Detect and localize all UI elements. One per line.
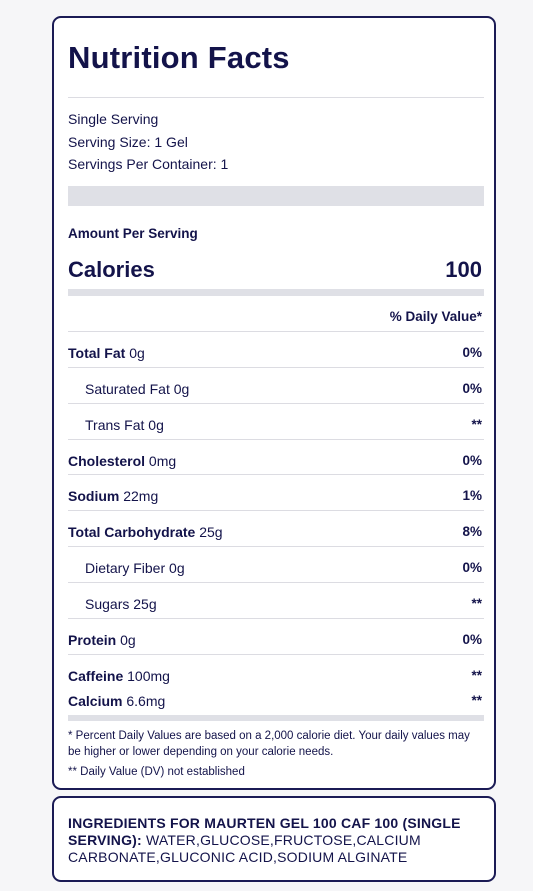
- serving-size: Serving Size: 1 Gel: [68, 134, 188, 150]
- nutrient-amount: 25g: [199, 524, 223, 540]
- daily-value-header: % Daily Value*: [389, 309, 482, 324]
- row-divider: [68, 510, 484, 511]
- row-divider: [68, 546, 484, 547]
- row-divider: [68, 654, 484, 655]
- row-divider: [68, 582, 484, 583]
- nutrient-row-protein: Protein 0g: [68, 632, 136, 648]
- nutrient-amount: 0mg: [148, 453, 177, 469]
- calories-label: Calories: [68, 257, 155, 282]
- nutrient-amount: 0g: [129, 345, 145, 361]
- nutrient-row-sodium: Sodium 22mg: [68, 488, 158, 504]
- amount-per-serving: Amount Per Serving: [68, 226, 198, 241]
- nutrition-facts-title: Nutrition Facts: [68, 40, 290, 75]
- thick-divider: [68, 186, 484, 206]
- nutrient-dv: 1%: [462, 488, 482, 503]
- nutrient-row-total-fat: Total Fat 0g: [68, 345, 145, 361]
- dv-not-established-footnote: ** Daily Value (DV) not established: [68, 766, 245, 778]
- nutrition-facts-panel: Nutrition Facts Single Serving Serving S…: [52, 16, 496, 790]
- nutrient-amount: 100mg: [127, 668, 170, 684]
- nutrient-name: Dietary Fiber: [85, 560, 166, 576]
- nutrient-dv: 0%: [462, 381, 482, 396]
- ingredients-list: WATER,GLUCOSE,FRUCTOSE,CALCIUM CARBONATE…: [68, 832, 421, 865]
- nutrient-name: Protein: [68, 632, 117, 648]
- nutrient-row-calcium: Calcium 6.6mg: [68, 693, 165, 709]
- row-divider: [68, 403, 484, 404]
- nutrient-dv: 0%: [462, 632, 482, 647]
- nutrient-dv: 0%: [462, 560, 482, 575]
- nutrient-dv: 0%: [462, 453, 482, 468]
- nutrient-name: Calcium: [68, 693, 123, 709]
- nutrient-row-total-carbohydrate: Total Carbohydrate 25g: [68, 524, 223, 540]
- nutrient-name: Saturated Fat: [85, 381, 170, 397]
- nutrient-name: Caffeine: [68, 668, 124, 684]
- nutrient-row-cholesterol: Cholesterol 0mg: [68, 453, 176, 469]
- nutrient-amount: 0g: [148, 417, 164, 433]
- nutrient-name: Total Fat: [68, 345, 126, 361]
- nutrient-name: Trans Fat: [85, 417, 145, 433]
- nutrient-amount: 25g: [133, 596, 157, 612]
- nutrient-amount: 0g: [120, 632, 136, 648]
- nutrient-dv: **: [471, 417, 482, 432]
- nutrient-name: Total Carbohydrate: [68, 524, 196, 540]
- nutrient-amount: 0g: [173, 381, 190, 397]
- ingredients-heading: INGREDIENTS FOR MAURTEN GEL 100 CAF 100 …: [68, 815, 461, 848]
- nutrient-amount: 6.6mg: [126, 693, 166, 709]
- nutrient-amount: 22mg: [123, 488, 159, 504]
- calories-divider: [68, 289, 484, 296]
- nutrient-amount: 0g: [169, 560, 185, 576]
- row-divider: [68, 618, 484, 619]
- nutrient-dv: **: [471, 668, 482, 683]
- nutrient-name: Sugars: [85, 596, 130, 612]
- dv-divider: [68, 331, 484, 332]
- nutrient-dv: 8%: [462, 524, 482, 539]
- nutrient-row-caffeine: Caffeine 100mg: [68, 668, 170, 684]
- percent-dv-footnote: * Percent Daily Values are based on a 2,…: [68, 730, 470, 758]
- servings-per-container: Servings Per Container: 1: [68, 156, 229, 172]
- calories-value: 100: [445, 257, 482, 282]
- nutrient-row-dietary-fiber: Dietary Fiber 0g: [85, 560, 185, 576]
- nutrient-row-saturated-fat: Saturated Fat 0g: [85, 381, 189, 397]
- ingredients-panel: INGREDIENTS FOR MAURTEN GEL 100 CAF 100 …: [52, 796, 496, 882]
- row-divider: [68, 367, 484, 368]
- nutrient-name: Cholesterol: [68, 453, 146, 469]
- nutrient-row-trans-fat: Trans Fat 0g: [85, 417, 164, 433]
- ingredients-text: INGREDIENTS FOR MAURTEN GEL 100 CAF 100 …: [68, 815, 484, 866]
- nutrient-dv: 0%: [462, 345, 482, 360]
- footnote-divider: [68, 715, 484, 721]
- title-divider: [68, 97, 484, 98]
- nutrient-name: Sodium: [68, 488, 120, 504]
- row-divider: [68, 474, 484, 475]
- serving-type: Single Serving: [68, 111, 159, 127]
- nutrient-row-sugars: Sugars 25g: [85, 596, 157, 612]
- nutrient-dv: **: [471, 596, 482, 611]
- nutrient-dv: **: [471, 693, 482, 708]
- row-divider: [68, 439, 484, 440]
